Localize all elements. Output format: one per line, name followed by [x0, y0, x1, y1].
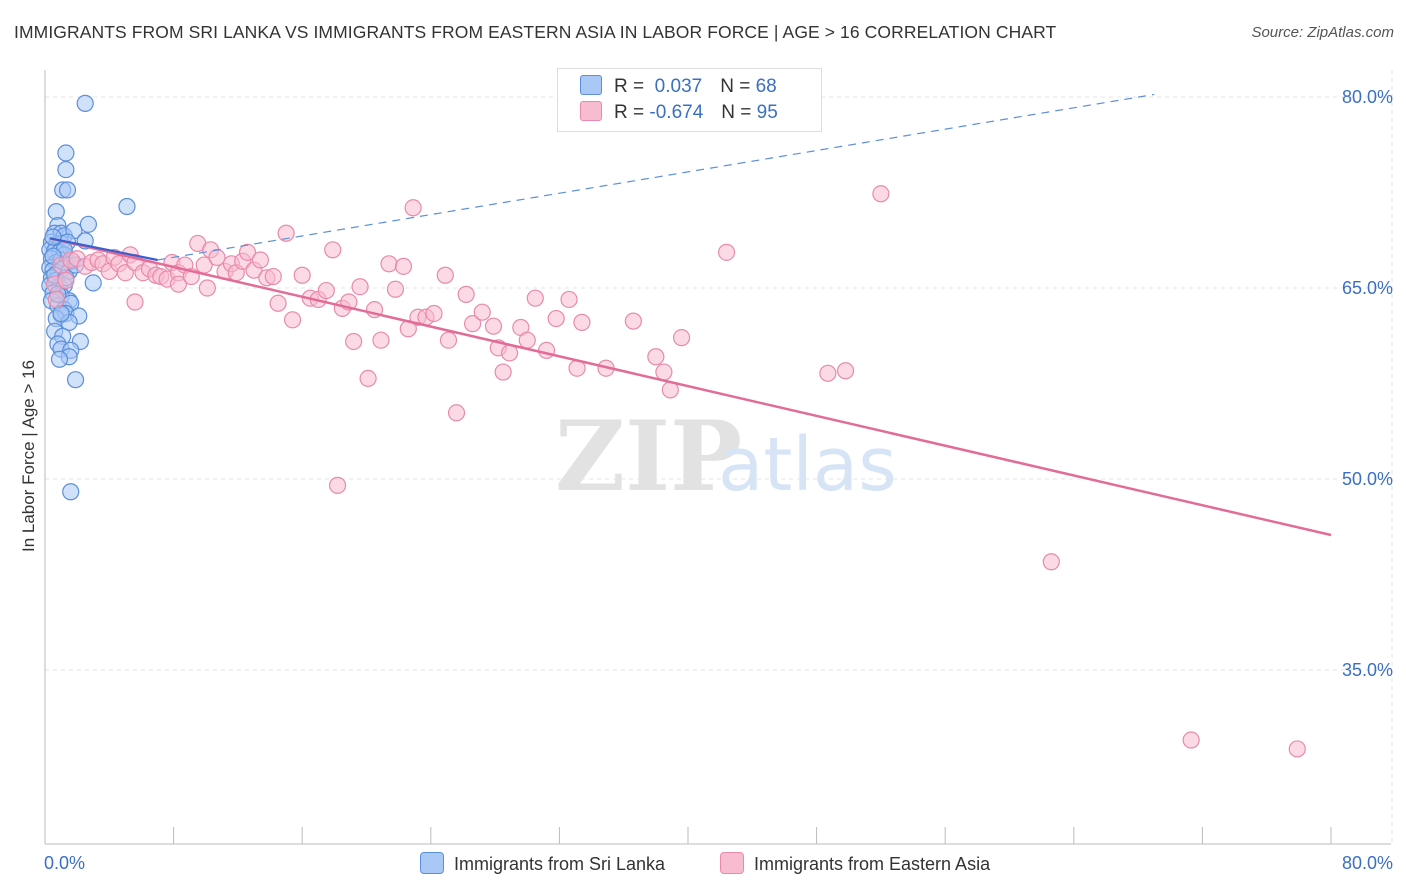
eastern-asia-point — [328, 476, 347, 494]
axes — [44, 70, 1391, 845]
eastern-asia-point — [317, 281, 335, 300]
y-tick-label: 80.0% — [1342, 87, 1393, 107]
eastern-asia-point — [518, 331, 536, 349]
sri-lanka-trend-extension — [157, 93, 1155, 261]
eastern-asia-point — [1288, 740, 1306, 758]
eastern-asia-point — [447, 404, 466, 422]
sri-lanka-point — [62, 483, 80, 501]
chart-title: IMMIGRANTS FROM SRI LANKA VS IMMIGRANTS … — [14, 22, 1057, 42]
watermark-atlas: atlas — [718, 422, 897, 508]
eastern-asia-point — [436, 266, 454, 284]
r-label: R = — [614, 76, 645, 97]
x-tick-label: 80.0% — [1342, 853, 1393, 873]
eastern-asia-point — [380, 255, 398, 273]
eastern-asia-point — [198, 279, 216, 297]
watermark-zip: ZIP — [555, 400, 742, 513]
sri-lanka-point — [84, 274, 102, 292]
legend-item-eastern-asia: Immigrants from Eastern Asia — [720, 852, 990, 875]
legend-swatch-blue — [580, 75, 602, 95]
legend-swatch-pink — [720, 852, 744, 874]
eastern-asia-point — [484, 317, 503, 335]
eastern-asia-point — [1042, 553, 1060, 571]
n-value: 95 — [756, 102, 778, 123]
watermark: ZIP atlas — [555, 400, 897, 513]
eastern-asia-point — [47, 290, 65, 309]
eastern-asia-point — [277, 224, 295, 242]
eastern-asia-point — [351, 278, 369, 296]
n-label: N = — [720, 76, 751, 97]
n-label: N = — [721, 102, 752, 123]
legend-label: Immigrants from Sri Lanka — [454, 854, 666, 874]
eastern-asia-point — [126, 293, 144, 311]
eastern-asia-point — [560, 290, 578, 309]
eastern-asia-point — [425, 304, 443, 323]
sri-lanka-point — [58, 181, 77, 199]
legend-item-sri-lanka: Immigrants from Sri Lanka — [420, 852, 665, 875]
eastern-asia-point — [547, 309, 565, 328]
eastern-asia-point — [836, 362, 855, 380]
sri-lanka-point — [57, 160, 75, 179]
sri-lanka-point — [118, 197, 136, 216]
eastern-asia-point — [345, 332, 363, 351]
legend-swatch-blue — [420, 852, 444, 874]
eastern-asia-point — [439, 331, 458, 349]
eastern-asia-point — [494, 363, 512, 381]
eastern-asia-point — [647, 348, 665, 366]
y-axis-label: In Labor Force | Age > 16 — [19, 360, 38, 552]
legend-label: Immigrants from Eastern Asia — [754, 854, 991, 874]
eastern-asia-point — [251, 251, 270, 269]
sri-lanka-point — [66, 371, 85, 389]
correlation-legend: R = 0.037 N = 68 R = -0.674 N = 95 — [557, 68, 822, 132]
eastern-asia-point — [717, 243, 736, 261]
eastern-asia-point — [372, 331, 390, 349]
source-label: Source: ZipAtlas.com — [1251, 24, 1394, 41]
y-tick-label: 50.0% — [1342, 469, 1393, 489]
eastern-asia-point — [473, 303, 491, 321]
eastern-asia-point — [238, 243, 257, 261]
eastern-asia-point — [293, 266, 311, 284]
eastern-asia-trend-line — [49, 237, 1332, 537]
r-label: R = — [614, 102, 645, 123]
eastern-asia-point — [819, 364, 837, 382]
eastern-asia-point — [526, 289, 544, 307]
sri-lanka-point — [57, 144, 75, 162]
trend-lines — [49, 93, 1332, 537]
eastern-asia-point — [672, 329, 691, 347]
eastern-asia-point — [624, 312, 642, 330]
eastern-asia-point — [463, 315, 482, 333]
eastern-asia-point — [872, 185, 890, 203]
y-tick-label: 35.0% — [1342, 660, 1393, 680]
legend-row-eastern-asia: R = -0.674 N = 95 — [580, 101, 778, 127]
eastern-asia-point — [283, 311, 302, 329]
sri-lanka-point — [44, 228, 62, 246]
eastern-asia-point — [1182, 731, 1200, 749]
x-tick-label: 0.0% — [44, 853, 85, 873]
sri-lanka-point — [79, 215, 98, 233]
sri-lanka-point — [76, 94, 94, 112]
eastern-asia-point — [57, 271, 75, 289]
legend-swatch-pink — [580, 101, 602, 121]
eastern-asia-point — [655, 363, 673, 381]
eastern-asia-point — [394, 257, 413, 275]
eastern-asia-point — [457, 285, 475, 303]
eastern-asia-point — [404, 199, 422, 217]
eastern-asia-point — [269, 294, 287, 312]
eastern-asia-point — [324, 241, 342, 259]
eastern-asia-point — [573, 313, 591, 331]
eastern-asia-point — [208, 248, 226, 267]
sri-lanka-point — [50, 350, 69, 368]
eastern-asia-point — [169, 275, 188, 293]
sri-lanka-trend-line — [49, 237, 158, 262]
eastern-asia-point — [537, 341, 556, 359]
eastern-asia-point — [359, 369, 377, 388]
y-tick-label: 65.0% — [1342, 278, 1393, 298]
r-value: -0.674 — [649, 102, 704, 123]
n-value: 68 — [755, 76, 777, 97]
eastern-asia-point — [386, 280, 405, 298]
legend-row-sri-lanka: R = 0.037 N = 68 — [580, 75, 777, 101]
tick-labels: 80.0% 65.0% 50.0% 35.0% 0.0% 80.0% — [44, 87, 1393, 873]
r-value: 0.037 — [654, 76, 703, 97]
eastern-asia-point — [264, 267, 282, 286]
